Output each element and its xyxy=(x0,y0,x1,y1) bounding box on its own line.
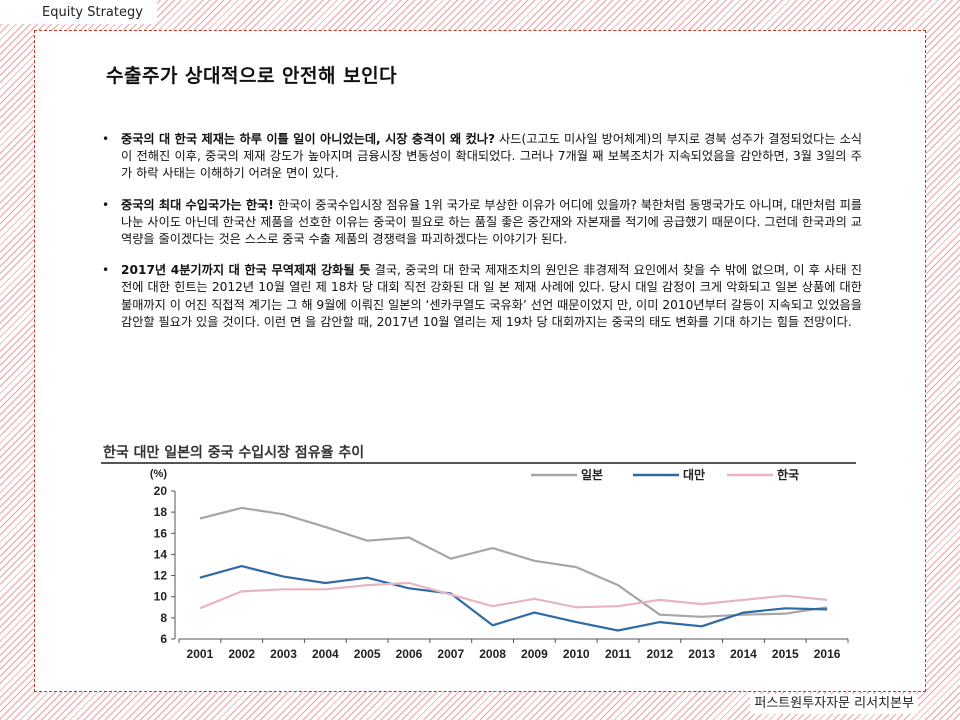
bullet-lead: 2017년 4분기까지 대 한국 무역제재 강화될 듯 xyxy=(121,263,371,278)
bullet-item: • 2017년 4분기까지 대 한국 무역제재 강화될 듯 결국, 중국의 대 … xyxy=(102,262,862,331)
line-chart: (%) 6 8 10 12 14 16 18 20 2001 2002 2003 2004 2005 200… xyxy=(150,467,849,661)
x-tick-label: 2010 xyxy=(563,647,590,661)
report-page: 수출주가 상대적으로 안전해 보인다 • 중국의 대 한국 제재는 하루 이틀 … xyxy=(34,30,926,692)
series-line-korea xyxy=(199,581,828,610)
x-tick-label: 2003 xyxy=(270,647,297,661)
x-tick-label: 2016 xyxy=(814,647,841,661)
series-line-japan xyxy=(199,506,828,618)
legend-label: 일본 xyxy=(581,468,603,482)
chart-title: 한국 대만 일본의 중국 수입시장 점유율 추이 xyxy=(103,445,365,461)
bullet-body: 결국, 중국의 대 한국 제재조치의 원인은 非경제적 요인에서 찾을 수 밖에… xyxy=(121,263,862,329)
x-tick-label: 2004 xyxy=(312,647,339,661)
x-tick-label: 2008 xyxy=(479,647,506,661)
x-tick-label: 2015 xyxy=(772,647,799,661)
bullet-dot: • xyxy=(102,263,110,278)
bullet-body: 한국이 중국수입시장 점유율 1위 국가로 부상한 이유가 어디에 있을까? 북… xyxy=(121,197,863,247)
bullet-dot: • xyxy=(102,132,110,146)
x-tick-label: 2007 xyxy=(437,647,464,661)
x-tick-label: 2014 xyxy=(730,647,757,661)
y-tick-label: 18 xyxy=(154,505,168,519)
x-tick-label: 2001 xyxy=(187,647,214,661)
x-tick-label: 2005 xyxy=(354,647,381,661)
y-unit-label: (%) xyxy=(150,468,167,480)
section-label: Equity Strategy xyxy=(0,0,157,24)
bullet-body: 사드(고고도 미사일 방어체계)의 부지로 경북 성주가 결정되었다는 소식이 … xyxy=(121,132,862,181)
y-tick-label: 8 xyxy=(160,611,167,625)
y-tick-label: 6 xyxy=(160,632,167,646)
chart-title-rule xyxy=(101,462,856,464)
x-tick-label: 2002 xyxy=(228,647,255,661)
bullet-item: • 중국의 최대 수입국가는 한국! 한국이 중국수입시장 점유율 1위 국가로… xyxy=(102,197,862,249)
y-tick-label: 12 xyxy=(154,569,168,583)
x-tick-label: 2009 xyxy=(521,647,548,661)
series-line-taiwan xyxy=(199,564,828,632)
source-footer: 퍼스트원투자자문 리서치본부 xyxy=(750,694,918,714)
x-tick-label: 2011 xyxy=(605,647,631,661)
x-tick-label: 2013 xyxy=(688,647,715,661)
x-tick-label: 2012 xyxy=(646,647,673,661)
page-title: 수출주가 상대적으로 안전해 보인다 xyxy=(106,65,398,87)
y-tick-label: 14 xyxy=(154,547,168,561)
y-tick-label: 10 xyxy=(154,590,168,604)
bullet-item: • 중국의 대 한국 제재는 하루 이틀 일이 아니었는데, 시장 충격이 왜 … xyxy=(102,131,862,183)
bullet-lead: 중국의 대 한국 제재는 하루 이틀 일이 아니었는데, 시장 충격이 왜 컸나… xyxy=(121,132,496,146)
legend-label: 대만 xyxy=(683,467,705,482)
bullet-dot: • xyxy=(102,197,110,212)
y-tick-label: 20 xyxy=(154,484,168,498)
x-tick-label: 2006 xyxy=(396,647,423,661)
bullet-list: • 중국의 대 한국 제재는 하루 이틀 일이 아니었는데, 시장 충격이 왜 … xyxy=(102,131,862,345)
bullet-lead: 중국의 최대 수입국가는 한국! xyxy=(121,197,274,212)
y-tick-label: 16 xyxy=(154,526,168,540)
legend-label: 한국 xyxy=(777,467,799,482)
